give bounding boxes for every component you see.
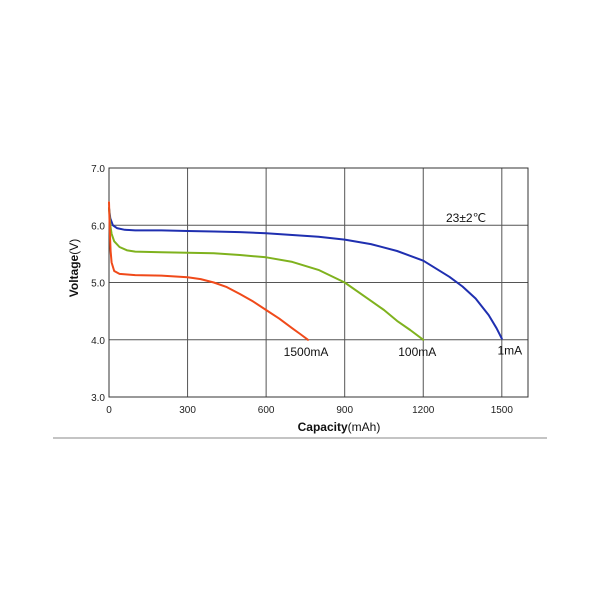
- tick-labels: 0 300 600 900 1200 1500 3.0 4.0 5.0 6.0 7.0: [91, 164, 513, 416]
- y-tick-label: 6.0: [91, 221, 105, 232]
- y-tick-label: 4.0: [91, 336, 105, 347]
- series-label-1mA: 1mA: [497, 344, 522, 358]
- series-line-100mA: [108, 207, 425, 341]
- plot-frame: [108, 167, 529, 398]
- x-tick-label: 600: [258, 405, 275, 416]
- y-axis-label: Voltage(V): [67, 239, 81, 297]
- y-axis-label-name: Voltage: [67, 254, 81, 297]
- x-tick-label: 300: [179, 405, 196, 416]
- temperature-annotation: 23±2℃: [446, 211, 486, 225]
- series-line-1500mA: [108, 201, 309, 341]
- y-tick-label: 7.0: [91, 164, 105, 175]
- x-axis-label: Capacity(mAh): [298, 420, 381, 434]
- x-tick-label: 1200: [412, 405, 435, 416]
- y-tick-label: 5.0: [91, 279, 105, 290]
- y-axis-label-unit: (V): [67, 239, 81, 255]
- series-line-1mA: [108, 207, 503, 340]
- x-axis-label-name: Capacity: [298, 420, 348, 434]
- x-tick-label: 0: [106, 405, 112, 416]
- y-tick-label: 3.0: [91, 393, 105, 404]
- series-layer: [108, 201, 503, 341]
- series-label-100mA: 100mA: [398, 345, 436, 359]
- x-tick-label: 900: [336, 405, 353, 416]
- x-axis-label-unit: (mAh): [348, 420, 381, 434]
- series-label-1500mA: 1500mA: [284, 345, 329, 359]
- grid: [109, 167, 528, 397]
- series-labels: 1mA 100mA 1500mA: [284, 344, 522, 359]
- x-tick-label: 1500: [491, 405, 514, 416]
